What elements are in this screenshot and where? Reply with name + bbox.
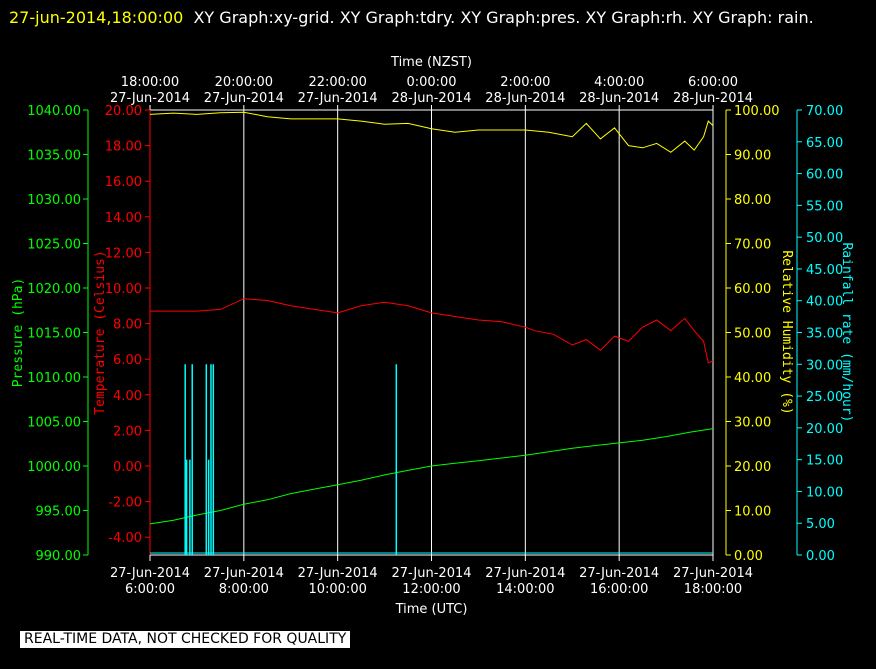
top-tick-time: 22:00:00 [308, 75, 366, 90]
top-tick-time: 0:00:00 [406, 75, 456, 90]
humidity-tick-label: 10.00 [734, 505, 771, 520]
timestamp-label: 27-jun-2014,18:00:00 [9, 8, 184, 27]
humidity-tick-label: 70.00 [734, 238, 771, 253]
pressure-tick-label: 1035.00 [27, 149, 81, 164]
bottom-tick-date: 27-Jun-2014 [110, 566, 190, 581]
humidity-axis-title: Relative Humidity (%) [779, 250, 794, 414]
pressure-tick-label: 1015.00 [27, 327, 81, 342]
rain-tick-label: 70.00 [806, 104, 843, 119]
rain-tick-label: 55.00 [806, 199, 843, 214]
bottom-tick-date: 27-Jun-2014 [485, 566, 565, 581]
pressure-tick-label: 1020.00 [27, 282, 81, 297]
bottom-tick-date: 27-Jun-2014 [391, 566, 471, 581]
top-tick-date: 27-Jun-2014 [204, 91, 284, 106]
bottom-tick-date: 27-Jun-2014 [579, 566, 659, 581]
bottom-tick-date: 27-Jun-2014 [673, 566, 753, 581]
humidity-tick-label: 100.00 [734, 104, 780, 119]
temperature-tick-label: 12.00 [105, 246, 142, 261]
top-tick-date: 27-Jun-2014 [298, 91, 378, 106]
bottom-axis-title: Time (UTC) [395, 602, 468, 617]
humidity-tick-label: 0.00 [734, 549, 763, 564]
temperature-tick-label: 0.00 [113, 460, 142, 475]
rain-tick-label: 5.00 [806, 517, 835, 532]
bottom-tick-date: 27-Jun-2014 [204, 566, 284, 581]
rain-tick-label: 0.00 [806, 549, 835, 564]
rain-tick-label: 45.00 [806, 263, 843, 278]
rain-axis-title: Rainfall rate (mm/hour) [839, 242, 854, 422]
graph-list-label: XY Graph:xy-grid. XY Graph:tdry. XY Grap… [193, 8, 814, 27]
pressure-tick-label: 990.00 [36, 549, 82, 564]
bottom-tick-time: 16:00:00 [590, 582, 648, 597]
humidity-tick-label: 50.00 [734, 327, 771, 342]
humidity-tick-label: 60.00 [734, 282, 771, 297]
series-tdry-line [150, 298, 714, 364]
temperature-tick-label: 20.00 [105, 104, 142, 119]
top-tick-time: 6:00:00 [688, 75, 738, 90]
pressure-tick-label: 1005.00 [27, 416, 81, 431]
temperature-tick-label: 14.00 [105, 211, 142, 226]
top-tick-date: 28-Jun-2014 [485, 91, 565, 106]
rain-tick-label: 50.00 [806, 231, 843, 246]
top-tick-time: 2:00:00 [500, 75, 550, 90]
series-rh-line [149, 111, 714, 153]
pressure-tick-label: 1030.00 [27, 193, 81, 208]
rain-tick-label: 65.00 [806, 136, 843, 151]
rain-tick-label: 20.00 [806, 422, 843, 437]
top-tick-time: 4:00:00 [594, 75, 644, 90]
pressure-tick-label: 1010.00 [27, 371, 81, 386]
humidity-tick-label: 30.00 [734, 416, 771, 431]
top-tick-date: 28-Jun-2014 [579, 91, 659, 106]
rain-tick-label: 30.00 [806, 358, 843, 373]
temperature-tick-label: 2.00 [113, 424, 142, 439]
pressure-tick-label: 995.00 [36, 505, 82, 520]
bottom-tick-date: 27-Jun-2014 [298, 566, 378, 581]
bottom-tick-time: 14:00:00 [496, 582, 554, 597]
rain-tick-label: 35.00 [806, 327, 843, 342]
bottom-tick-time: 18:00:00 [684, 582, 742, 597]
pressure-axis-title: Pressure (hPa) [11, 278, 26, 388]
temperature-tick-label: 16.00 [105, 175, 142, 190]
pressure-tick-label: 1000.00 [27, 460, 81, 475]
pressure-tick-label: 1040.00 [27, 104, 81, 119]
temperature-tick-label: -4.00 [108, 531, 142, 546]
top-tick-date: 28-Jun-2014 [391, 91, 471, 106]
rain-tick-label: 60.00 [806, 168, 843, 183]
bottom-tick-time: 8:00:00 [219, 582, 269, 597]
top-tick-time: 20:00:00 [215, 75, 273, 90]
bottom-tick-time: 12:00:00 [402, 582, 460, 597]
temperature-tick-label: 8.00 [113, 318, 142, 333]
rain-tick-label: 10.00 [806, 485, 843, 500]
bottom-tick-time: 6:00:00 [125, 582, 175, 597]
rain-tick-label: 40.00 [806, 295, 843, 310]
humidity-tick-label: 90.00 [734, 149, 771, 164]
temperature-tick-label: 10.00 [105, 282, 142, 297]
quality-notice: REAL-TIME DATA, NOT CHECKED FOR QUALITY [20, 631, 351, 648]
chart-header: 27-jun-2014,18:00:00 XY Graph:xy-grid. X… [9, 4, 869, 31]
top-tick-time: 18:00:00 [121, 75, 179, 90]
temperature-tick-label: 4.00 [113, 389, 142, 404]
pressure-tick-label: 1025.00 [27, 238, 81, 253]
top-tick-date: 27-Jun-2014 [110, 91, 190, 106]
rain-tick-label: 15.00 [806, 454, 843, 469]
humidity-tick-label: 20.00 [734, 460, 771, 475]
temperature-tick-label: 18.00 [105, 140, 142, 155]
rain-tick-label: 25.00 [806, 390, 843, 405]
humidity-tick-label: 80.00 [734, 193, 771, 208]
bottom-tick-time: 10:00:00 [308, 582, 366, 597]
series-pres-line [149, 428, 714, 525]
humidity-tick-label: 40.00 [734, 371, 771, 386]
top-tick-date: 28-Jun-2014 [673, 91, 753, 106]
top-axis-title: Time (NZST) [390, 55, 472, 70]
temperature-axis-title: Temperature (Celsius) [93, 250, 108, 414]
temperature-tick-label: -2.00 [108, 496, 142, 511]
temperature-tick-label: 6.00 [113, 353, 142, 368]
